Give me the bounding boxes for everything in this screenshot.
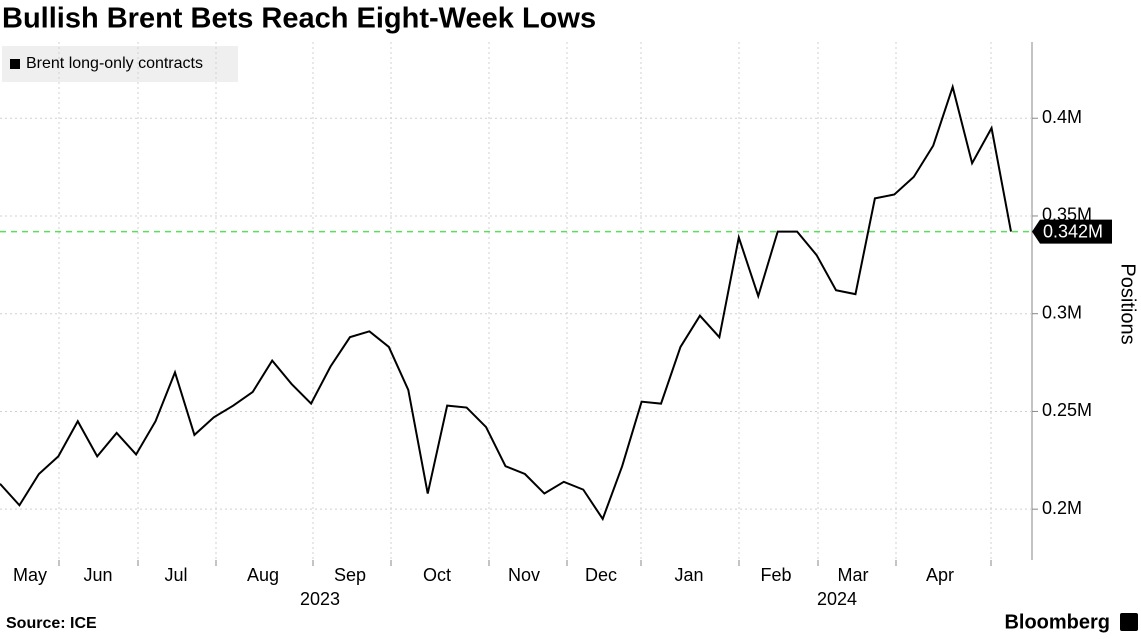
x-tick-label: Oct bbox=[423, 565, 451, 585]
y-tick-label: 0.3M bbox=[1042, 302, 1082, 322]
x-tick-label: Jul bbox=[164, 565, 187, 585]
x-tick-label: Dec bbox=[585, 565, 617, 585]
x-tick-label: May bbox=[13, 565, 47, 585]
y-tick-label: 0.4M bbox=[1042, 107, 1082, 127]
legend-box bbox=[2, 46, 238, 82]
legend-label: Brent long-only contracts bbox=[26, 55, 203, 72]
y-tick-label: 0.2M bbox=[1042, 498, 1082, 518]
x-tick-label: Aug bbox=[247, 565, 279, 585]
series-line bbox=[0, 83, 1012, 522]
brand-icon bbox=[1120, 613, 1138, 631]
brand: Bloomberg bbox=[1004, 611, 1110, 633]
y-axis-label: Positions bbox=[1117, 263, 1139, 344]
x-tick-label: Mar bbox=[838, 565, 869, 585]
x-tick-label: Jun bbox=[83, 565, 112, 585]
x-tick-label: Jan bbox=[674, 565, 703, 585]
x-year-label: 2023 bbox=[300, 589, 340, 609]
x-tick-label: Feb bbox=[760, 565, 791, 585]
x-year-label: 2024 bbox=[817, 589, 857, 609]
last-value-box bbox=[1032, 219, 1112, 244]
x-tick-label: Nov bbox=[508, 565, 540, 585]
y-tick-label: 0.25M bbox=[1042, 400, 1092, 420]
x-tick-label: Sep bbox=[334, 565, 366, 585]
legend-swatch bbox=[10, 59, 20, 69]
chart-title: Bullish Brent Bets Reach Eight-Week Lows bbox=[2, 3, 596, 35]
source: Source: ICE bbox=[6, 615, 97, 632]
x-tick-label: Apr bbox=[926, 565, 954, 585]
last-value-label: 0.342M bbox=[1043, 221, 1103, 241]
